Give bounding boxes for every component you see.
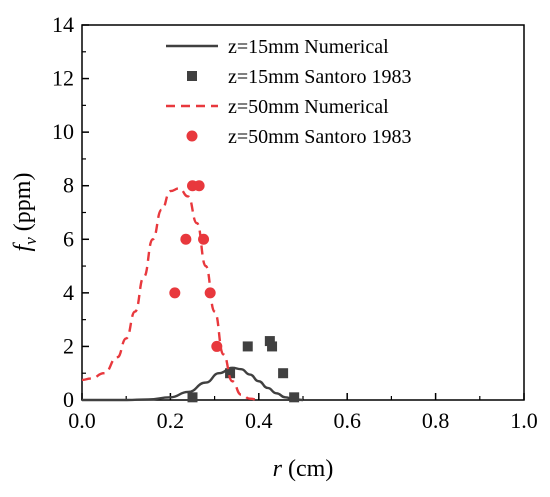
data-point-circle <box>204 287 216 299</box>
y-tick-label: 4 <box>63 280 74 305</box>
data-point-square <box>267 341 278 352</box>
x-axis: 0.0 0.2 0.4 0.6 0.8 1.0 <box>68 393 538 433</box>
series-line-0 <box>82 366 304 402</box>
y-tick-label: 12 <box>52 66 74 91</box>
y-tick-label: 2 <box>63 333 74 358</box>
data-point-circle <box>169 287 181 299</box>
data-point-circle <box>180 233 192 245</box>
legend: z=15mm Numerical z=15mm Santoro 1983 z=50m… <box>166 36 412 148</box>
x-tick-label: 0.0 <box>68 408 96 433</box>
data-point-square <box>264 336 275 347</box>
legend-circle-swatch <box>186 130 198 142</box>
data-point-square <box>289 392 300 403</box>
legend-square-swatch <box>187 71 197 81</box>
data-point-circle <box>198 233 210 245</box>
y-tick-label: 10 <box>52 119 74 144</box>
data-point-circle <box>211 340 223 352</box>
x-tick-label: 0.4 <box>245 408 273 433</box>
data-point-square <box>242 341 253 352</box>
y-tick-label: 8 <box>63 173 74 198</box>
legend-label: z=15mm Santoro 1983 <box>228 66 412 88</box>
y-tick-label: 14 <box>52 12 74 37</box>
data-point-square <box>278 368 289 379</box>
x-tick-label: 0.8 <box>422 408 450 433</box>
legend-label: z=15mm Numerical <box>228 36 389 58</box>
legend-label: z=50mm Santoro 1983 <box>228 126 412 148</box>
y-tick-label: 0 <box>63 387 74 412</box>
x-axis-label: r (cm) <box>273 456 334 482</box>
data-point-circle <box>193 180 205 192</box>
y-axis: 0 2 4 6 8 10 12 14 <box>52 12 89 412</box>
series-layer <box>81 180 304 403</box>
x-tick-label: 0.6 <box>333 408 361 433</box>
x-tick-label: 1.0 <box>510 408 538 433</box>
data-point-square <box>225 368 236 379</box>
data-point-square <box>187 392 198 403</box>
legend-label: z=50mm Numerical <box>228 96 389 118</box>
y-axis-label: fv (ppm) <box>10 173 40 252</box>
y-tick-label: 6 <box>63 226 74 251</box>
x-tick-label: 0.2 <box>157 408 185 433</box>
series-line-2 <box>81 187 259 402</box>
